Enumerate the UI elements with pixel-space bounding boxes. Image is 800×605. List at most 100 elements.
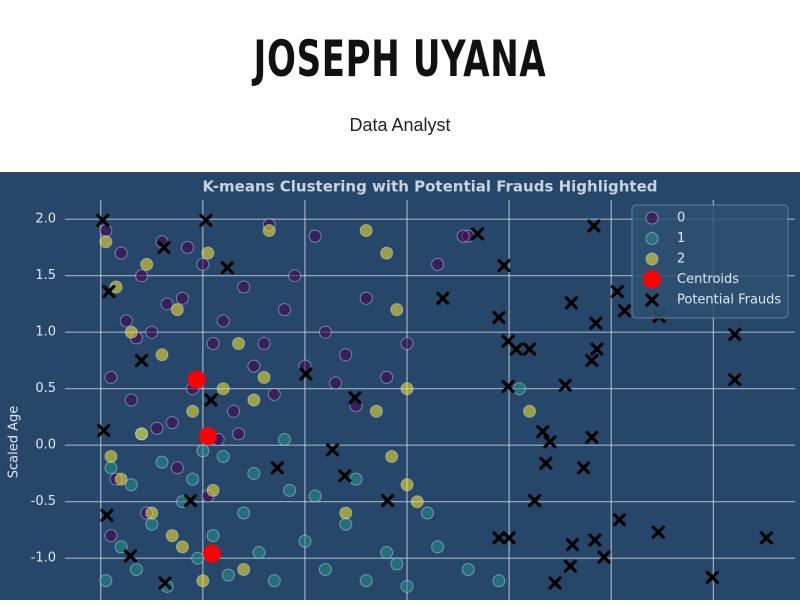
point [196,257,210,271]
point [558,378,572,392]
point [201,246,215,260]
point [150,421,164,435]
point [247,466,261,480]
legend-marker [645,211,659,225]
point [252,546,266,560]
point [610,284,624,299]
legend-marker [645,252,659,266]
point [140,257,154,271]
point [191,551,205,565]
point [187,370,206,389]
chart: K-means Clustering with Potential Frauds… [7,178,795,600]
point [318,562,332,576]
point [155,455,169,469]
point [381,493,395,508]
point [129,562,143,576]
point [400,337,414,351]
point [390,303,404,317]
point [199,213,213,227]
point [109,280,123,294]
point [563,559,577,573]
point [509,342,523,356]
point [308,229,322,243]
point [104,529,118,543]
point [124,478,138,492]
point [145,325,159,339]
point [181,240,195,254]
point [587,219,601,233]
point [196,574,210,588]
point [359,574,373,588]
point [385,449,399,463]
y-tick-label: 2.0 [35,212,56,227]
point [348,391,362,405]
header: JOSEPH UYANA Data Analyst [0,0,800,172]
y-axis-label: Scaled Age [7,406,22,479]
point [104,370,118,384]
point [155,348,169,362]
point [257,370,271,384]
point [298,534,312,548]
point [325,443,340,457]
point [299,367,313,381]
point [588,533,602,547]
point [528,493,542,508]
y-tick-label: -1.0 [31,551,56,566]
point [175,291,189,305]
point [431,540,445,554]
point [158,576,172,590]
point [216,314,230,328]
point [226,404,240,418]
point [410,495,424,509]
point [492,310,506,325]
point [461,562,475,576]
point [262,224,276,238]
point [198,427,217,446]
point [497,258,511,273]
point [186,404,200,418]
point [470,227,485,241]
point [186,472,200,486]
y-tick-label: 1.5 [35,268,56,283]
point [359,291,373,305]
legend-label: Centroids [677,272,739,287]
point [114,472,128,486]
point [247,393,261,407]
point [278,433,292,447]
point [196,444,210,458]
point [135,427,149,441]
point [308,489,322,503]
point [585,430,599,444]
point [237,562,251,576]
point [175,540,189,554]
point [759,531,774,545]
point [267,387,281,401]
point [134,353,149,368]
point [564,296,579,310]
point [339,348,353,362]
legend-marker [645,293,659,307]
point [359,224,373,238]
point [283,483,297,497]
point [204,393,218,407]
point [339,506,353,520]
point [100,508,114,522]
point [145,517,159,531]
point [380,370,394,384]
legend-label: Potential Frauds [677,293,781,308]
point [123,549,137,563]
point [183,493,198,508]
point [278,303,292,317]
point [157,240,171,255]
point [523,404,537,418]
point [502,531,516,545]
point [99,224,113,238]
point [165,529,179,543]
point [597,550,611,564]
point [124,325,138,339]
point [492,531,506,545]
point [96,213,110,227]
point [221,568,235,582]
point [577,461,591,475]
